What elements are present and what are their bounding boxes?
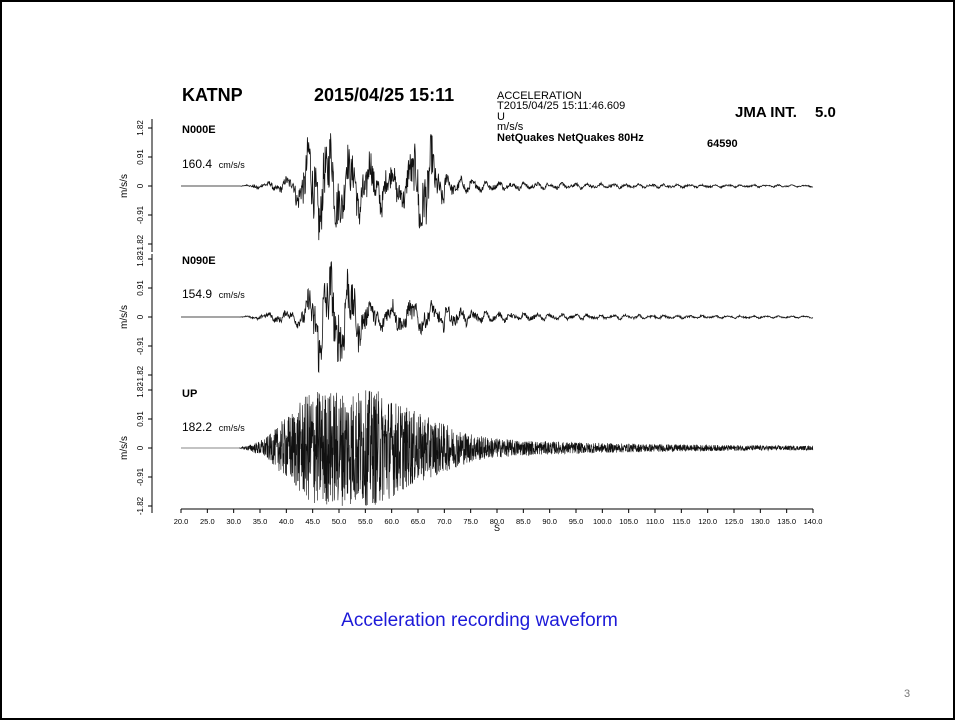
channel-name: UP	[182, 388, 198, 400]
channel-peak: 160.4 cm/s/s	[182, 157, 245, 171]
x-tick-label: 50.0	[332, 517, 347, 526]
y-tick-label: 1.82	[136, 382, 145, 398]
peak-unit: cm/s/s	[218, 290, 245, 300]
trigger-time: T2015/04/25 15:11:46.609	[497, 100, 626, 112]
y-axis-label: m/s/s	[119, 305, 130, 329]
waveforms	[181, 133, 814, 506]
x-tick-label: 65.0	[411, 517, 426, 526]
sample-count: 64590	[707, 138, 738, 150]
y-tick-label: -1.82	[136, 365, 145, 384]
y-tick-label: -0.91	[136, 205, 145, 224]
peak-value: 182.2	[182, 420, 213, 434]
x-tick-label: 55.0	[358, 517, 373, 526]
y-axes: -1.82 -0.91 0 0.91 1.82 m/s/s -1.82 -0.91 0 0.91 1…	[119, 119, 153, 515]
channel-name: N000E	[182, 124, 216, 136]
jma-intensity-value: 5.0	[815, 104, 836, 121]
x-tick-label: 60.0	[384, 517, 399, 526]
figure-caption: Acceleration recording waveform	[341, 610, 618, 631]
y-tick-label: 0	[136, 183, 145, 188]
y-tick-label: 1.82	[136, 120, 145, 136]
event-datetime: 2015/04/25 15:11	[314, 85, 455, 105]
x-tick-label: 95.0	[569, 517, 584, 526]
channel-name: N090E	[182, 255, 216, 267]
y-tick-label: -0.91	[136, 336, 145, 355]
x-tick-label: 45.0	[305, 517, 320, 526]
station-code: KATNP	[182, 85, 243, 105]
x-axis-label: S	[494, 523, 500, 533]
x-tick-label: 135.0	[777, 517, 796, 526]
channel-peak: 182.2 cm/s/s	[182, 420, 245, 434]
channel-peak: 154.9 cm/s/s	[182, 287, 245, 301]
y-axis-label: m/s/s	[119, 436, 130, 460]
peak-unit: cm/s/s	[218, 160, 245, 170]
y-tick-label: -1.82	[136, 496, 145, 515]
x-tick-label: 40.0	[279, 517, 294, 526]
x-axis: 20.0 25.0 30.0 35.0 40.0 45.0 50.0 55.0 60.0 65.0…	[174, 508, 823, 533]
x-tick-label: 100.0	[593, 517, 612, 526]
y-tick-label: 0	[136, 445, 145, 450]
x-tick-label: 25.0	[200, 517, 215, 526]
component-code: U	[497, 111, 505, 123]
x-tick-label: 110.0	[646, 517, 664, 526]
y-tick-label: -1.82	[136, 234, 145, 253]
y-tick-label: -0.91	[136, 467, 145, 486]
y-axis-label: m/s/s	[119, 174, 130, 198]
x-tick-label: 70.0	[437, 517, 452, 526]
waveform-n000e	[181, 133, 814, 241]
peak-unit: cm/s/s	[218, 423, 245, 433]
x-tick-label: 120.0	[698, 517, 717, 526]
y-tick-label: 0.91	[136, 411, 145, 427]
peak-value: 160.4	[182, 157, 213, 171]
x-tick-label: 130.0	[751, 517, 770, 526]
x-tick-label: 105.0	[619, 517, 638, 526]
y-tick-label: 1.82	[136, 251, 145, 267]
x-tick-label: 75.0	[463, 517, 478, 526]
peak-value: 154.9	[182, 287, 213, 301]
x-tick-label: 80.0	[490, 517, 505, 526]
page-number: 3	[904, 688, 911, 700]
y-tick-label: 0.91	[136, 280, 145, 296]
x-tick-label: 85.0	[516, 517, 531, 526]
unit-label: m/s/s	[497, 121, 524, 133]
x-tick-label: 115.0	[672, 517, 690, 526]
x-tick-label: 90.0	[542, 517, 557, 526]
x-tick-label: 35.0	[253, 517, 268, 526]
jma-intensity-label: JMA INT.	[735, 104, 797, 121]
x-tick-label: 30.0	[226, 517, 241, 526]
waveform-up	[181, 390, 814, 506]
waveform-n090e	[181, 261, 814, 374]
x-tick-label: 125.0	[725, 517, 744, 526]
x-tick-label: 140.0	[804, 517, 823, 526]
y-tick-label: 0.91	[136, 149, 145, 165]
record-type: ACCELERATION	[497, 90, 582, 102]
y-tick-label: 0	[136, 314, 145, 319]
instrument-name: NetQuakes NetQuakes 80Hz	[497, 132, 644, 144]
x-tick-label: 20.0	[174, 517, 189, 526]
